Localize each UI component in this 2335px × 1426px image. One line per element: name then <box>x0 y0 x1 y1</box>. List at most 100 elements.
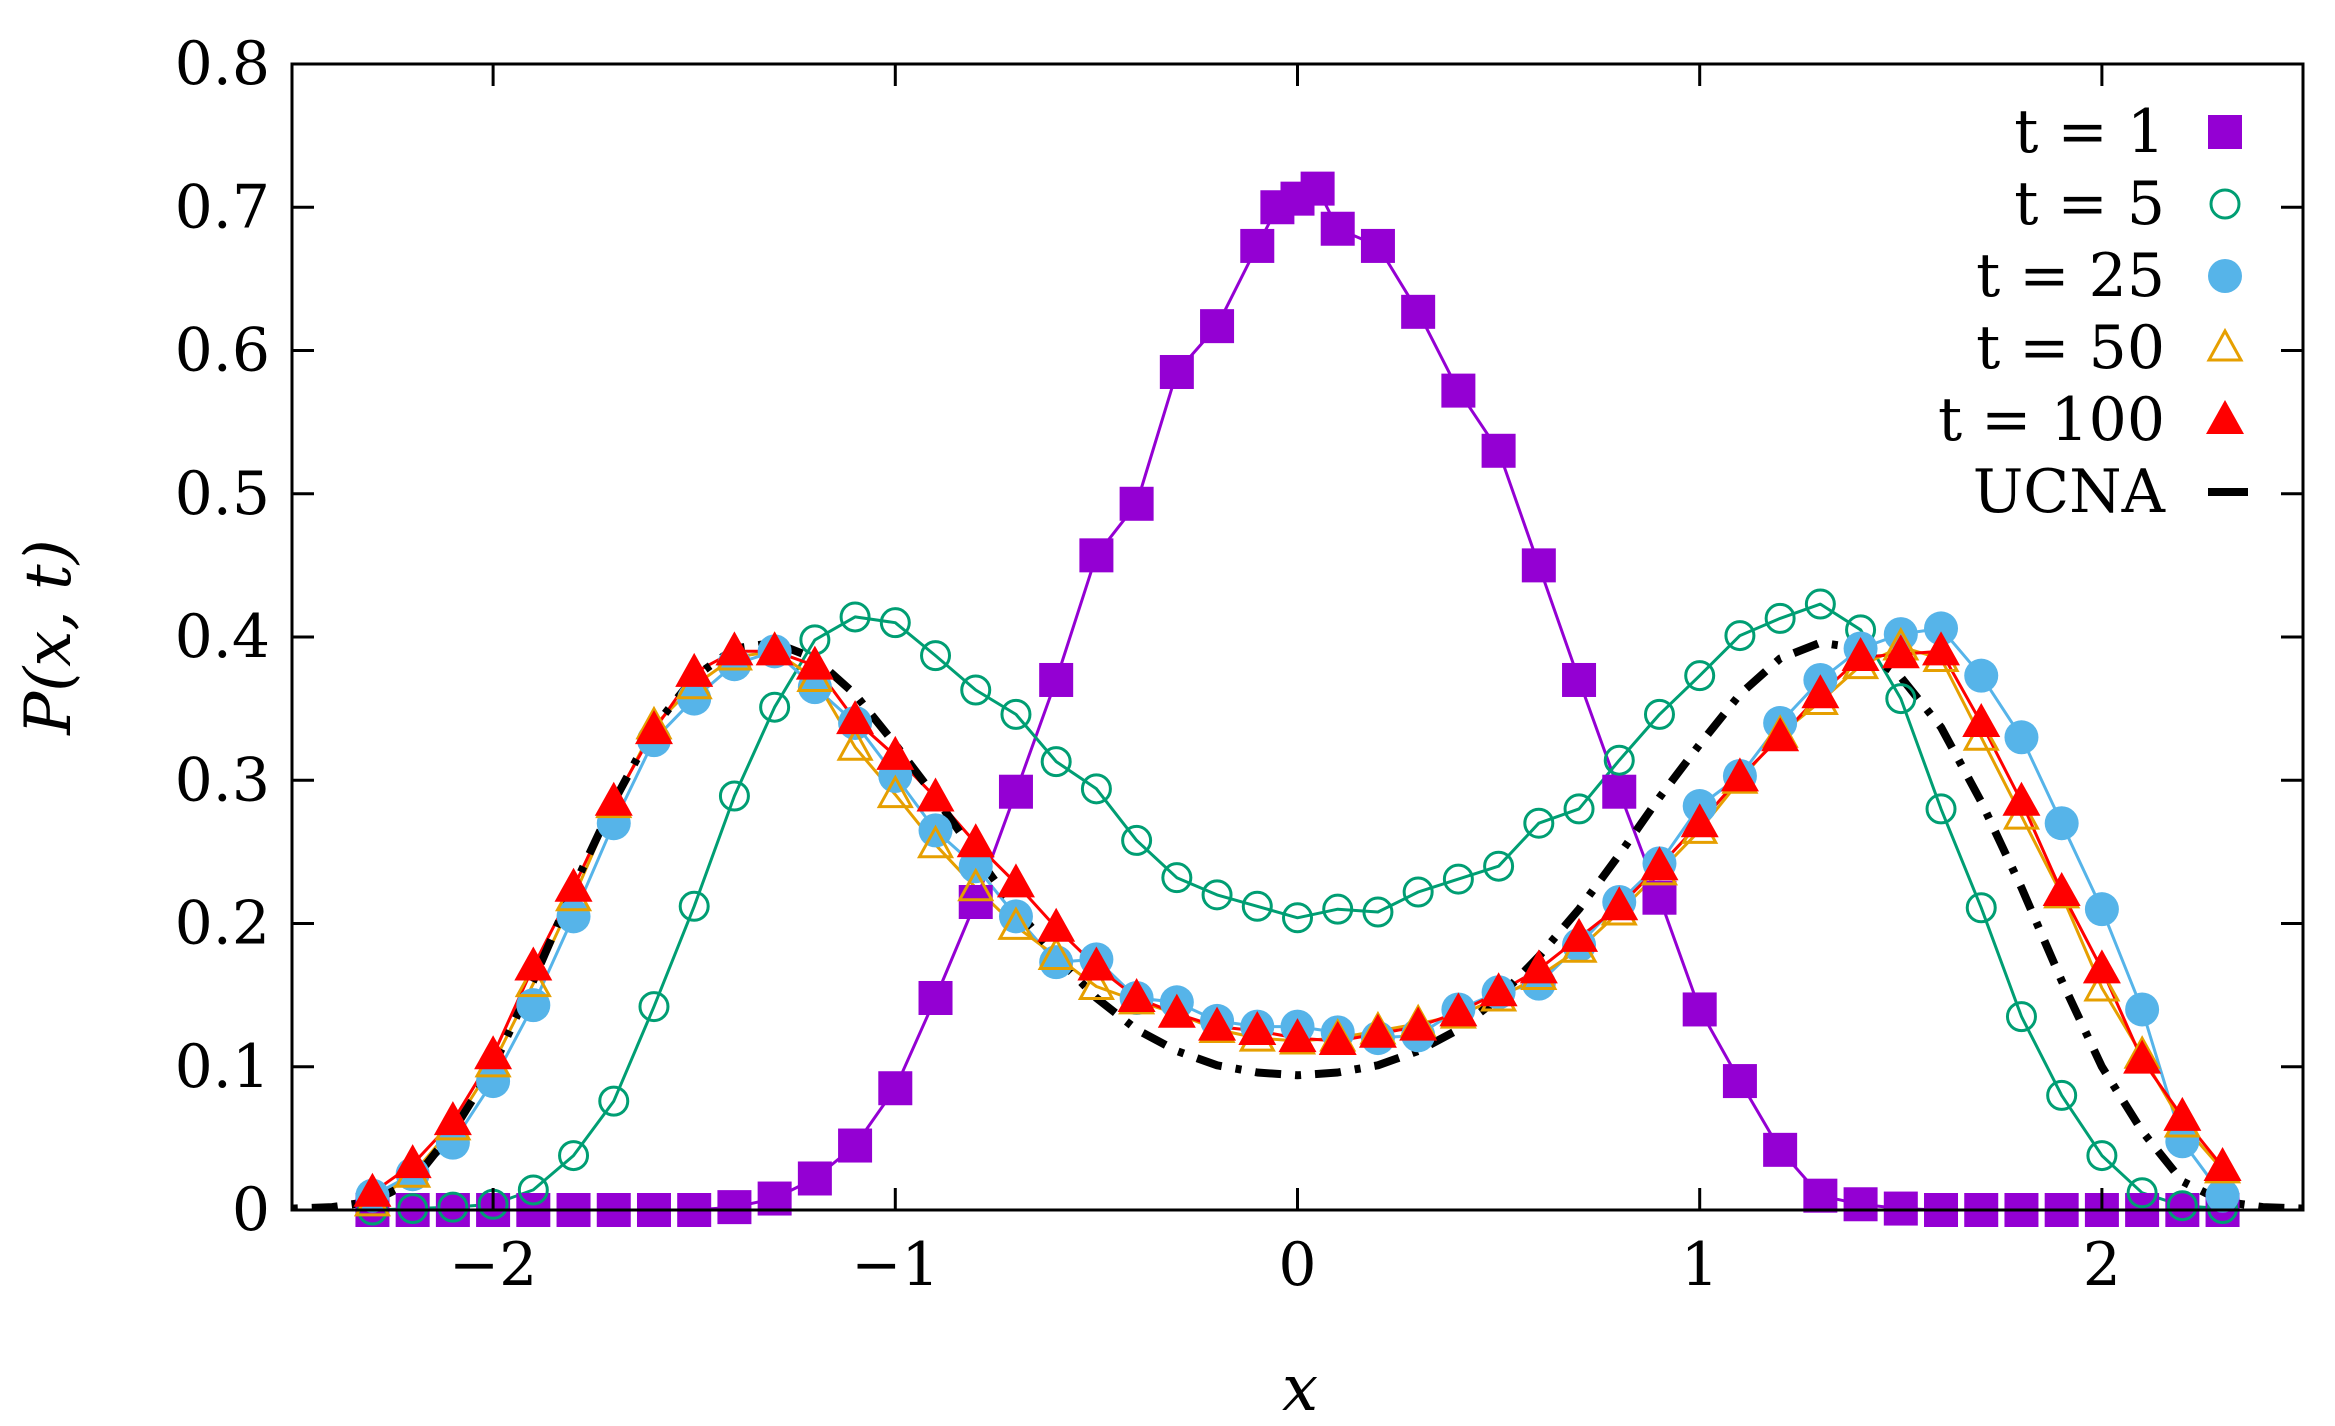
data-point <box>1039 662 1074 697</box>
data-point <box>1401 294 1436 329</box>
data-point <box>1238 1010 1277 1045</box>
data-point <box>1801 674 1840 709</box>
data-point <box>1360 228 1395 263</box>
legend-label: t = 5 <box>2014 169 2165 239</box>
data-point <box>918 980 953 1015</box>
data-point <box>2086 1140 2118 1172</box>
data-point <box>1964 658 1999 693</box>
data-point <box>1358 1013 1397 1048</box>
data-point <box>836 700 875 735</box>
data-point <box>878 1071 913 1106</box>
data-point <box>2084 892 2119 927</box>
data-point <box>1603 744 1635 776</box>
data-point <box>1161 862 1193 894</box>
data-point <box>718 780 750 812</box>
data-point <box>876 774 914 809</box>
data-point <box>558 1140 590 1172</box>
legend-marker <box>2206 400 2244 434</box>
data-point <box>1240 228 1275 263</box>
data-point <box>1925 793 1957 825</box>
data-point <box>1441 373 1476 408</box>
data-point <box>1278 1018 1317 1053</box>
x-tick-label: 1 <box>1681 1230 1719 1300</box>
data-point <box>1562 662 1597 697</box>
data-point <box>1720 757 1759 792</box>
data-point <box>1761 717 1800 752</box>
data-point <box>879 607 911 639</box>
y-tick-label: 0.7 <box>175 172 270 242</box>
y-tick-label: 0.8 <box>175 29 270 99</box>
legend-label: UCNA <box>1973 457 2166 527</box>
data-point <box>476 1064 511 1099</box>
data-point <box>957 867 995 902</box>
data-point <box>1399 1006 1438 1041</box>
data-point <box>996 863 1035 898</box>
legend-label: t = 1 <box>2014 97 2165 167</box>
data-point <box>1439 992 1478 1027</box>
data-point <box>437 1191 469 1223</box>
data-point <box>678 890 710 922</box>
data-point <box>1322 893 1354 925</box>
data-point <box>1079 538 1114 573</box>
data-point <box>956 823 995 858</box>
data-point <box>1080 773 1112 805</box>
y-tick-label: 0.2 <box>175 889 270 959</box>
tick-layer: −2 −1 0 1 2 0 0.1 0.2 0.3 0.4 0.5 0.6 0.7 0.8 <box>175 29 2303 1300</box>
data-point <box>797 1161 832 1196</box>
data-point <box>1037 907 1076 942</box>
data-point <box>598 1085 630 1117</box>
data-point <box>1040 746 1072 778</box>
data-point <box>1282 902 1313 934</box>
data-point <box>1560 917 1599 952</box>
data-point <box>393 1144 432 1179</box>
y-axis-label: P(x, t) <box>12 539 86 736</box>
data-point <box>1680 803 1719 838</box>
data-point <box>638 991 670 1023</box>
data-point <box>2205 1178 2240 1213</box>
data-point <box>2004 720 2039 755</box>
data-point <box>2046 1079 2078 1111</box>
data-point <box>1763 1132 1798 1167</box>
data-point <box>2163 1096 2202 1131</box>
data-point <box>1602 774 1637 809</box>
legend-marker <box>2208 259 2242 293</box>
data-point <box>1922 631 1961 666</box>
data-point <box>795 645 834 680</box>
data-point <box>554 867 593 902</box>
data-point <box>594 781 633 816</box>
data-point <box>1519 949 1558 984</box>
data-point <box>2044 806 2079 841</box>
data-point <box>1159 354 1194 389</box>
data-point <box>514 946 553 981</box>
data-point <box>1843 1187 1878 1222</box>
data-point <box>675 652 714 687</box>
data-point <box>1722 1064 1757 1099</box>
data-point <box>1479 972 1518 1007</box>
y-tick-label: 0.3 <box>175 745 270 815</box>
x-tick-label: 0 <box>1278 1230 1316 1300</box>
data-point <box>1037 936 1075 970</box>
data-point <box>755 631 794 666</box>
data-point <box>516 988 551 1023</box>
data-point <box>1362 896 1394 928</box>
data-point <box>1442 863 1474 895</box>
data-point <box>2083 967 2121 1002</box>
data-point <box>876 735 915 770</box>
data-point <box>838 1128 873 1163</box>
data-point <box>1200 309 1235 344</box>
data-point <box>1724 620 1756 652</box>
data-point <box>2165 1124 2200 1159</box>
data-point <box>759 691 791 723</box>
data-point <box>1300 171 1335 206</box>
y-tick-label: 0.6 <box>175 316 270 386</box>
legend-marker <box>2206 327 2244 362</box>
data-point <box>997 906 1035 940</box>
data-point <box>1684 660 1716 692</box>
legend-label: t = 50 <box>1976 313 2165 383</box>
data-point <box>1600 886 1639 921</box>
data-point <box>715 631 754 666</box>
data-point <box>1402 876 1434 908</box>
data-point <box>836 727 874 761</box>
